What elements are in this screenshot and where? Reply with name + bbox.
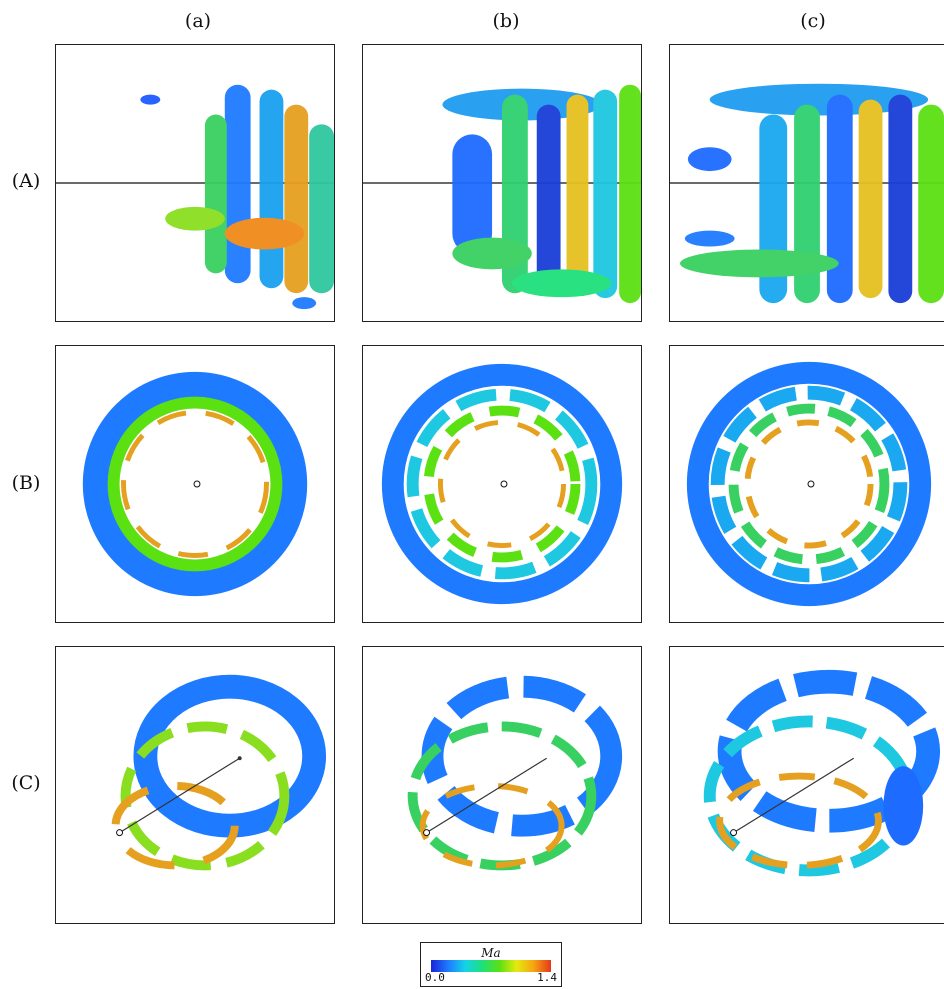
- panel-A-b: [362, 44, 642, 322]
- colorbar-title: Ma: [481, 946, 501, 960]
- panel-B-c: [669, 345, 944, 623]
- panel-C-c: [669, 646, 944, 924]
- row-label-A: (A): [11, 170, 41, 192]
- column-label-a: (a): [184, 10, 212, 32]
- row-label-B: (B): [11, 472, 41, 494]
- row-label-C: (C): [11, 772, 41, 794]
- panel-A-a: [55, 44, 335, 322]
- colorbar-max: 1.4: [537, 971, 557, 984]
- colorbar: Ma 0.0 1.4: [420, 942, 562, 987]
- panel-B-a: [55, 345, 335, 623]
- panel-C-a: [55, 646, 335, 924]
- column-label-b: (b): [492, 10, 520, 32]
- panel-A-c: [669, 44, 944, 322]
- panel-B-b: [362, 345, 642, 623]
- panel-C-b: [362, 646, 642, 924]
- side-view-vortex-isosurface: [56, 84, 334, 310]
- colorbar-min: 0.0: [425, 971, 445, 984]
- colorbar-gradient: [431, 960, 551, 972]
- column-label-c: (c): [800, 10, 826, 32]
